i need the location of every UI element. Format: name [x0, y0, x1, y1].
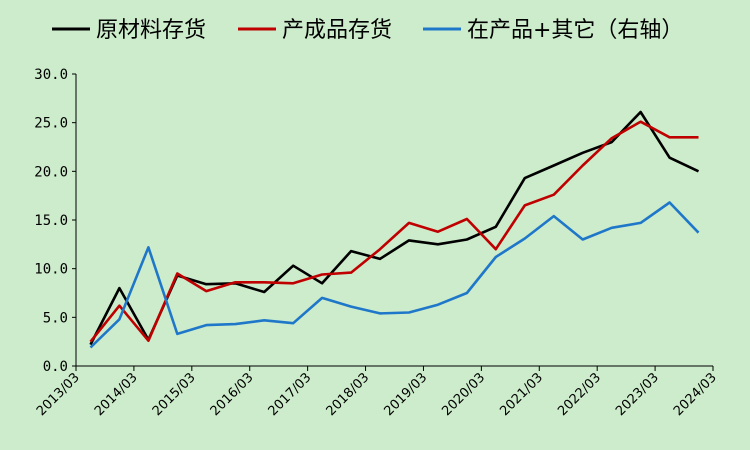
x-tick-label: 2024/03	[671, 370, 720, 419]
y-tick-label: 0.0	[43, 359, 68, 375]
x-tick-label: 2022/03	[555, 370, 604, 419]
x-tick-label: 2018/03	[324, 370, 373, 419]
x-tick-label: 2023/03	[613, 370, 662, 419]
series-lines	[89, 110, 700, 349]
y-tick-label: 20.0	[34, 164, 68, 180]
x-tick-label: 2020/03	[439, 370, 488, 419]
chart-axes	[72, 73, 714, 371]
series-line-2	[89, 120, 699, 343]
x-axis-tick-labels: 2013/03 2014/03 2015/03 2016/03 2017/03 2018/…	[34, 370, 720, 419]
series-line-3	[89, 201, 700, 349]
x-tick-label: 2013/03	[34, 370, 83, 419]
x-tick-label: 2017/03	[266, 370, 315, 419]
legend-label-2: 产成品存货	[282, 18, 392, 43]
x-tick-label: 2015/03	[150, 370, 199, 419]
y-tick-label: 10.0	[34, 262, 68, 278]
x-tick-label: 2016/03	[208, 370, 257, 419]
y-tick-label: 5.0	[43, 310, 68, 326]
legend-label-3: 在产品+其它（右轴）	[467, 18, 683, 43]
y-axis-tick-labels: 0.0 5.0 10.0 15.0 20.0 25.0 30.0	[34, 67, 68, 375]
y-tick-label: 30.0	[34, 67, 68, 83]
x-tick-label: 2021/03	[497, 370, 546, 419]
y-tick-label: 15.0	[34, 213, 68, 229]
y-tick-label: 25.0	[34, 116, 68, 132]
series-line-1	[89, 110, 700, 346]
legend-label-1: 原材料存货	[96, 18, 206, 43]
x-tick-label: 2019/03	[381, 370, 430, 419]
x-tick-label: 2014/03	[92, 370, 141, 419]
chart-legend: 原材料存货 产成品存货 在产品+其它（右轴）	[52, 18, 683, 43]
